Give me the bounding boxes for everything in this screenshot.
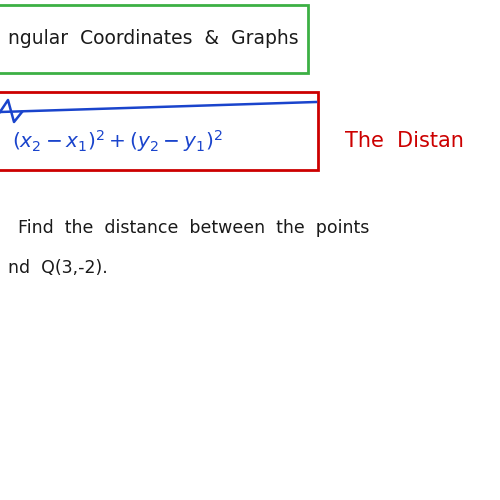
Text: nd  Q(3,-2).: nd Q(3,-2). — [8, 259, 108, 277]
Text: ngular  Coordinates  &  Graphs: ngular Coordinates & Graphs — [8, 30, 298, 48]
Text: The  Distan: The Distan — [345, 131, 464, 151]
Bar — [0, 5, 308, 73]
Bar — [0, 92, 318, 170]
Text: Find  the  distance  between  the  points: Find the distance between the points — [18, 219, 370, 237]
Text: $(x_2 - x_1)^2 +  (y_2 - y_1)^2$: $(x_2 - x_1)^2 + (y_2 - y_1)^2$ — [12, 128, 222, 154]
